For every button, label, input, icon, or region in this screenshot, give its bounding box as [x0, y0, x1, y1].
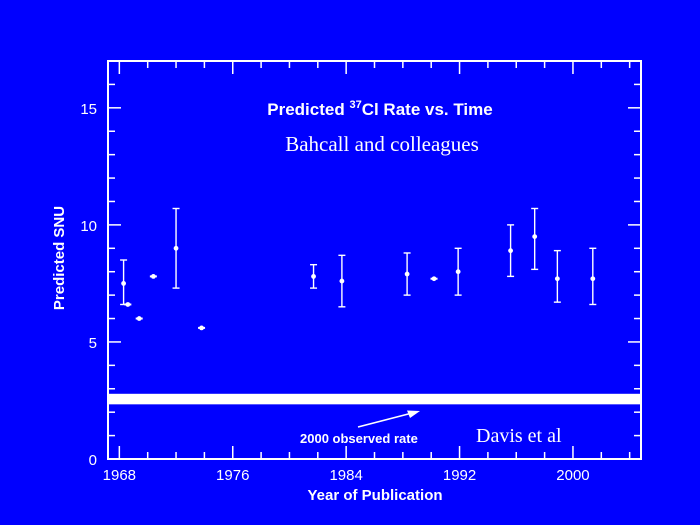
data-point: [121, 281, 126, 286]
data-point: [339, 278, 345, 284]
observed-rate-band: [108, 393, 641, 405]
data-point: [508, 248, 513, 254]
data-point: [125, 302, 131, 307]
data-point: [404, 271, 410, 277]
y-axis-label: Predicted SNU: [51, 206, 68, 310]
data-points: [120, 207, 597, 331]
observed-rate-band-group: [108, 393, 641, 405]
annotation-davis: Davis et al: [476, 425, 562, 447]
annotation-arrow-line: [357, 411, 417, 428]
data-point: [136, 316, 142, 321]
x-tick-label: 1992: [443, 467, 476, 484]
x-tick-label: 2000: [556, 467, 589, 484]
x-axis-ticks: 1968 1976 1984 1992 2000: [103, 61, 631, 484]
y-tick-label: 5: [89, 335, 97, 352]
annotation-observed-rate: 2000 observed rate: [300, 431, 418, 446]
y-tick-label: 0: [89, 452, 97, 469]
y-tick-label: 10: [80, 218, 97, 235]
data-point: [554, 276, 560, 282]
data-point: [431, 276, 437, 282]
x-tick-label: 1976: [216, 467, 249, 484]
x-tick-label: 1968: [103, 467, 136, 484]
y-tick-label: 15: [80, 101, 97, 118]
data-point: [532, 234, 538, 239]
x-tick-label: 1984: [329, 467, 362, 484]
y-axis-ticks: 0 5 10 15: [80, 60, 641, 469]
x-axis-label: Year of Publication: [307, 487, 442, 504]
data-point: [199, 325, 204, 331]
chart-title: Predicted 37Cl Rate vs. Time: [267, 99, 492, 119]
data-point: [311, 273, 316, 279]
title-superscript: 37: [349, 99, 361, 111]
annotation-arrow-head: [407, 410, 420, 418]
data-point: [590, 276, 596, 282]
data-point: [150, 273, 156, 279]
data-point: [173, 245, 179, 251]
data-point: [455, 269, 461, 275]
chart-subtitle: Bahcall and colleagues: [285, 132, 479, 156]
